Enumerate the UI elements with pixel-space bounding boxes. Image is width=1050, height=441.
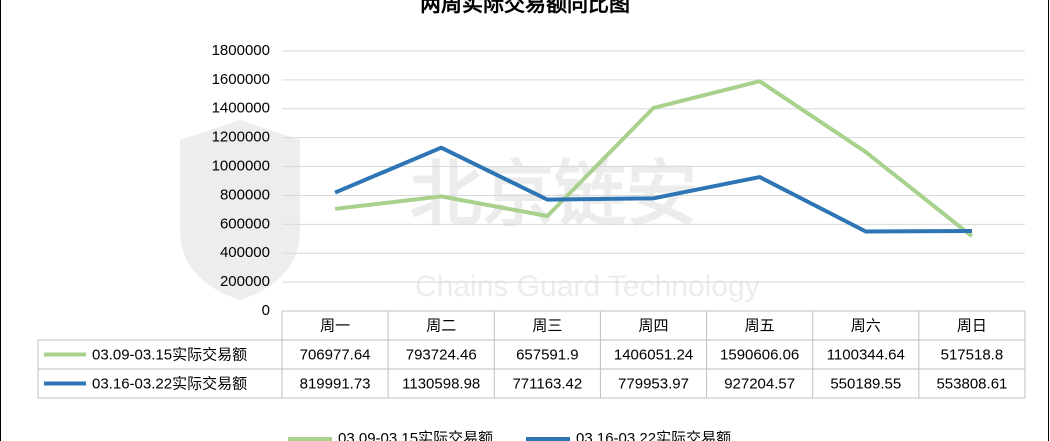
x-tick-label: 周日 <box>957 317 987 334</box>
x-tick-label: 周一 <box>320 317 350 334</box>
y-tick-label: 1800000 <box>212 42 270 59</box>
table-value: 819991.73 <box>300 375 371 392</box>
watermark-subtitle: Chains Guard Technology <box>415 270 760 303</box>
legend-label: 03.16-03.22实际交易额 <box>92 374 247 392</box>
table-value: 706977.64 <box>300 346 371 363</box>
legend-label: 03.16-03.22实际交易额 <box>576 429 731 441</box>
series-line <box>334 79 974 238</box>
table-value: 779953.97 <box>618 375 689 392</box>
watermark-logo <box>180 120 300 300</box>
chart-title: 两周实际交易额同比图 <box>420 0 630 16</box>
table-value: 927204.57 <box>724 375 795 392</box>
y-tick-label: 0 <box>262 302 270 319</box>
table-value: 771163.42 <box>512 375 582 392</box>
x-tick-label: 周二 <box>426 317 456 334</box>
table-value: 793724.46 <box>406 346 477 363</box>
x-tick-label: 周五 <box>745 317 775 334</box>
x-tick-label: 周三 <box>532 317 562 334</box>
y-tick-label: 200000 <box>220 273 270 290</box>
y-tick-label: 600000 <box>220 215 270 232</box>
series-line <box>334 145 972 234</box>
y-tick-label: 1000000 <box>212 158 270 175</box>
y-tick-label: 400000 <box>220 244 270 261</box>
table-value: 1130598.98 <box>402 375 480 392</box>
table-value: 1100344.64 <box>827 346 905 363</box>
table-value: 657591.9 <box>516 346 579 363</box>
legend-label: 03.09-03.15实际交易额 <box>92 345 247 363</box>
y-tick-label: 1200000 <box>212 129 270 146</box>
legend-label: 03.09-03.15实际交易额 <box>338 429 493 441</box>
x-tick-label: 周六 <box>851 317 881 334</box>
x-tick-label: 周四 <box>638 317 668 334</box>
table-value: 550189.55 <box>830 375 901 392</box>
y-tick-label: 1400000 <box>212 100 270 117</box>
table-value: 1590606.06 <box>720 346 799 363</box>
table-value: 1406051.24 <box>614 346 693 363</box>
table-value: 517518.8 <box>941 346 1004 363</box>
y-tick-label: 1600000 <box>212 71 270 88</box>
table-value: 553808.61 <box>936 375 1007 392</box>
y-tick-label: 800000 <box>220 186 270 203</box>
